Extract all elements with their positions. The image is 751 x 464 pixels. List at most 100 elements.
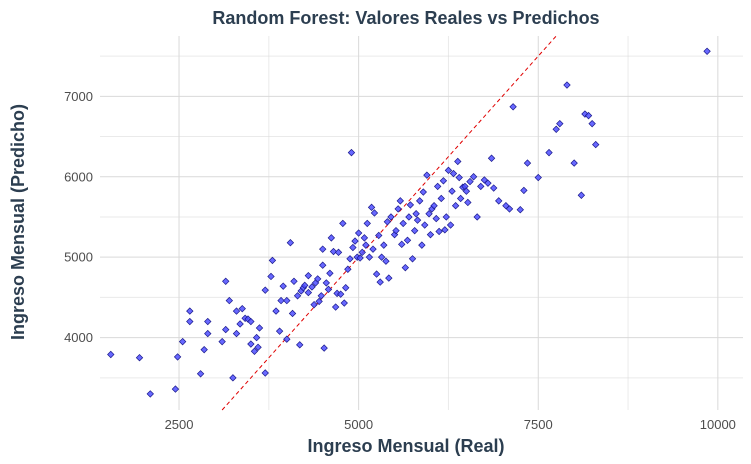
data-point — [403, 236, 412, 244]
data-point — [563, 81, 571, 89]
data-point — [322, 279, 331, 287]
data-point — [283, 296, 291, 305]
data-point — [370, 209, 379, 217]
y-tick-label: 6000 — [64, 169, 93, 184]
data-point — [334, 248, 343, 257]
data-point — [296, 341, 304, 349]
data-point — [577, 191, 586, 199]
data-point — [570, 159, 578, 167]
data-point — [342, 284, 350, 292]
data-point — [171, 385, 180, 393]
data-point — [413, 216, 422, 224]
data-point — [584, 111, 593, 120]
data-point — [324, 285, 333, 294]
data-point — [301, 281, 309, 290]
x-axis-ticks: 2500 5000 7500 10000 — [165, 417, 736, 432]
data-point — [394, 205, 402, 213]
data-point — [225, 296, 234, 305]
data-point — [252, 333, 261, 342]
data-point — [446, 221, 455, 229]
data-point — [107, 350, 115, 359]
data-point — [319, 261, 327, 269]
data-point — [412, 210, 420, 218]
data-point — [319, 245, 327, 253]
data-point — [349, 243, 357, 252]
data-point — [238, 304, 246, 313]
data-point — [487, 154, 496, 162]
chart-title: Random Forest: Valores Reales vs Predich… — [212, 8, 599, 28]
data-point — [477, 182, 485, 191]
data-point — [556, 119, 564, 128]
data-point — [516, 206, 524, 214]
data-point — [437, 194, 445, 203]
data-point — [326, 269, 334, 277]
data-point — [454, 157, 462, 166]
data-point — [449, 169, 458, 178]
data-point — [346, 255, 354, 263]
data-point — [351, 237, 359, 245]
data-point — [484, 179, 492, 187]
data-point — [229, 374, 237, 382]
data-point — [375, 231, 383, 240]
data-point — [509, 103, 517, 111]
data-point — [304, 271, 313, 280]
data-point — [362, 241, 370, 249]
data-point — [410, 226, 419, 235]
data-point — [380, 241, 388, 249]
data-point — [340, 299, 348, 307]
data-point — [442, 213, 450, 221]
data-point — [339, 219, 347, 228]
data-point — [592, 140, 600, 149]
data-point — [261, 286, 269, 294]
data-point — [372, 270, 381, 278]
data-point — [444, 166, 453, 175]
data-point — [462, 187, 471, 195]
data-point — [310, 300, 318, 309]
data-point — [236, 320, 244, 328]
data-point — [456, 194, 465, 203]
data-point — [304, 288, 313, 297]
data-point — [430, 202, 438, 210]
data-point — [329, 247, 338, 256]
data-point — [432, 214, 440, 223]
data-point — [336, 290, 345, 298]
data-point — [455, 173, 463, 182]
data-point — [232, 307, 241, 315]
data-point — [254, 343, 262, 351]
data-point — [426, 230, 435, 239]
data-point — [313, 275, 322, 283]
data-point — [383, 218, 392, 226]
data-point — [320, 344, 328, 352]
data-point — [222, 325, 230, 334]
data-point — [369, 245, 377, 253]
data-point — [315, 297, 323, 306]
data-point — [441, 226, 449, 234]
data-point — [377, 253, 386, 261]
data-point — [520, 186, 528, 195]
data-point — [495, 197, 503, 205]
data-points — [107, 47, 711, 398]
data-point — [272, 307, 280, 315]
data-point — [255, 324, 264, 332]
data-point — [247, 317, 255, 326]
x-tick-label: 10000 — [700, 417, 736, 432]
data-point — [344, 265, 352, 273]
data-point — [327, 234, 336, 242]
data-point — [418, 241, 426, 249]
data-point — [200, 345, 208, 354]
data-point — [396, 197, 405, 205]
data-point — [490, 184, 498, 192]
data-point — [331, 303, 340, 311]
data-point — [360, 234, 369, 242]
y-tick-label: 5000 — [64, 250, 93, 265]
data-point — [464, 198, 472, 207]
data-point — [433, 182, 442, 191]
data-point — [283, 335, 291, 343]
data-point — [399, 219, 407, 228]
data-point — [473, 213, 481, 221]
data-point — [376, 278, 384, 286]
data-point — [293, 292, 302, 300]
data-point — [545, 148, 553, 157]
data-point — [268, 256, 277, 265]
